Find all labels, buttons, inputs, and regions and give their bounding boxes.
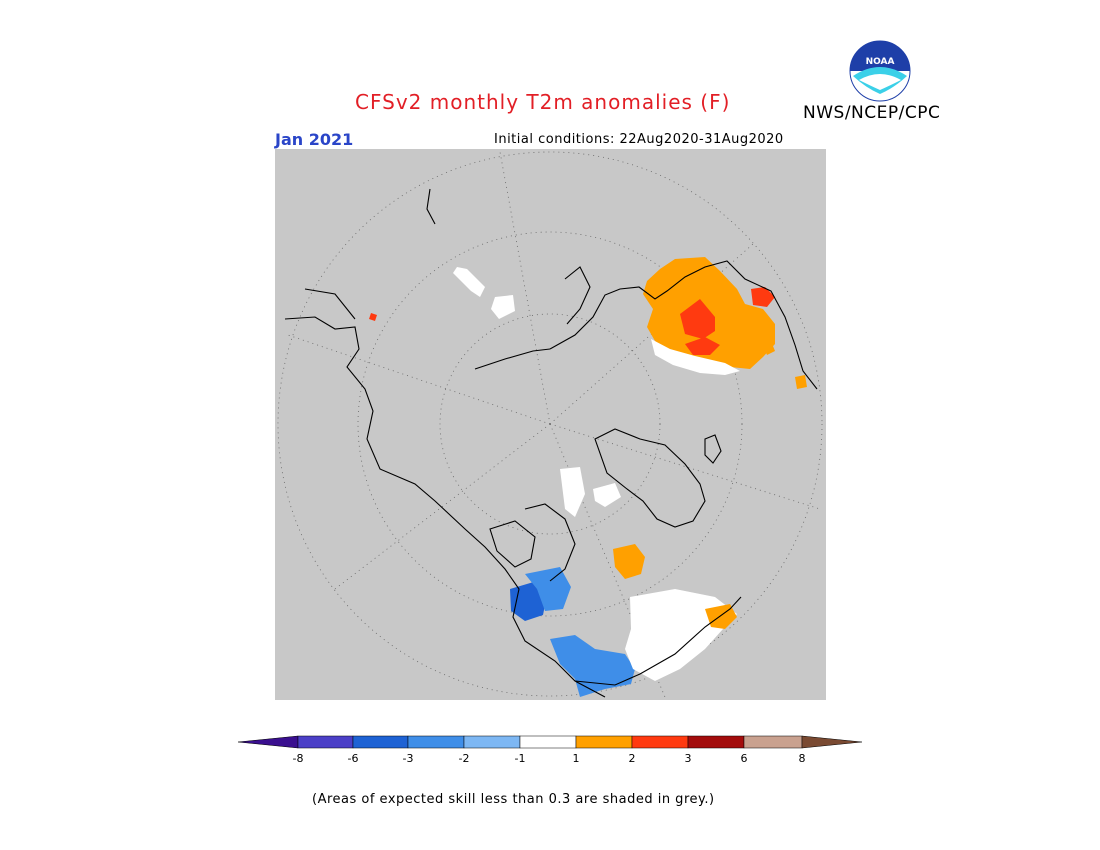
color-scale-right-arrow [801, 735, 862, 749]
anomaly-atlantic-neutral [491, 295, 515, 319]
scale-label: -2 [458, 752, 470, 765]
color-scale-box-3 [463, 735, 521, 749]
anomaly-greenland-warm [613, 544, 645, 579]
anomaly-greenland-neutral [593, 483, 621, 507]
color-scale-bar [238, 735, 862, 749]
polar-map [275, 149, 826, 700]
anomaly-regions [369, 257, 807, 697]
scale-label: 2 [628, 752, 636, 765]
scale-label: 3 [684, 752, 692, 765]
scale-label: -3 [402, 752, 414, 765]
color-scale-box-1 [352, 735, 409, 749]
scale-label: -6 [347, 752, 359, 765]
anomaly-mideast-warm [795, 375, 807, 389]
anomaly-pacific-warm [369, 313, 377, 321]
anomaly-russia-strong-warm [751, 287, 775, 307]
skill-note: (Areas of expected skill less than 0.3 a… [312, 792, 715, 807]
agency-label: NWS/NCEP/CPC [803, 103, 941, 123]
anomaly-western-us-cool [550, 635, 635, 697]
map-title: CFSv2 monthly T2m anomalies (F) [355, 90, 731, 114]
anomaly-scandinavia-strong-warm [680, 299, 715, 339]
anomaly-europe-white [651, 339, 740, 375]
forecast-month: Jan 2021 [275, 130, 354, 149]
scale-label: 6 [740, 752, 748, 765]
initial-conditions: Initial conditions: 22Aug2020-31Aug2020 [494, 132, 784, 147]
color-scale-left-arrow [238, 735, 299, 749]
coastlines [284, 188, 818, 698]
color-scale-box-6 [631, 735, 689, 749]
map-gridlines [277, 151, 823, 698]
color-scale-box-0 [297, 735, 354, 749]
anomaly-western-canada-cool [525, 567, 571, 611]
anomaly-baltic-strong-warm [685, 337, 720, 355]
color-scale-box-8 [743, 735, 803, 749]
scale-label: 1 [572, 752, 580, 765]
color-scale-box-7 [687, 735, 745, 749]
scale-label: -8 [292, 752, 304, 765]
noaa-logo: NOAA [849, 40, 911, 102]
noaa-logo-text: NOAA [866, 57, 895, 67]
anomaly-arctic-islands-neutral [560, 467, 585, 517]
anomaly-iceland-neutral [453, 267, 485, 297]
scale-label: 8 [798, 752, 806, 765]
anomaly-ural-warm [763, 341, 775, 355]
color-scale-box-4 [519, 735, 577, 749]
color-scale-box-2 [407, 735, 465, 749]
color-scale-box-5 [575, 735, 633, 749]
scale-label: -1 [514, 752, 526, 765]
